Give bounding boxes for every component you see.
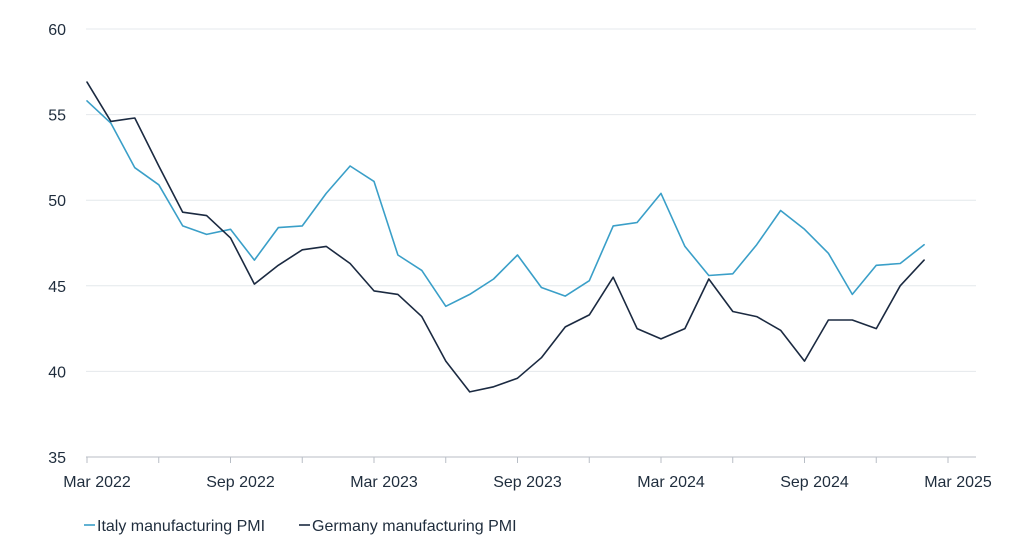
y-tick-label: 50 bbox=[48, 193, 66, 210]
y-tick-label: 55 bbox=[48, 108, 66, 125]
x-axis: Mar 2022 Sep 2022 Mar 2023 Sep 2023 Mar 2024… bbox=[63, 456, 992, 491]
y-tick-label: 60 bbox=[48, 22, 66, 39]
x-tick-label: Mar 2022 bbox=[63, 474, 131, 491]
series-line-italy bbox=[86, 100, 925, 308]
x-tick-label: Sep 2023 bbox=[493, 474, 562, 491]
gridlines bbox=[86, 28, 976, 372]
y-tick-label: 40 bbox=[48, 364, 66, 381]
y-tick-label: 45 bbox=[48, 279, 66, 296]
y-axis: 35 40 45 50 55 60 bbox=[48, 22, 66, 467]
y-tick-label: 35 bbox=[48, 450, 66, 467]
x-tick-label: Mar 2024 bbox=[637, 474, 705, 491]
x-tick-label: Sep 2022 bbox=[206, 474, 275, 491]
series-lines bbox=[86, 81, 925, 393]
legend-label-italy: Italy manufacturing PMI bbox=[97, 518, 265, 535]
x-tick-label: Mar 2023 bbox=[350, 474, 418, 491]
x-tick-label: Mar 2025 bbox=[924, 474, 992, 491]
legend: Italy manufacturing PMI Germany manufact… bbox=[84, 518, 517, 535]
series-line-germany bbox=[86, 81, 925, 393]
x-tick-label: Sep 2024 bbox=[780, 474, 849, 491]
legend-label-germany: Germany manufacturing PMI bbox=[312, 518, 517, 535]
